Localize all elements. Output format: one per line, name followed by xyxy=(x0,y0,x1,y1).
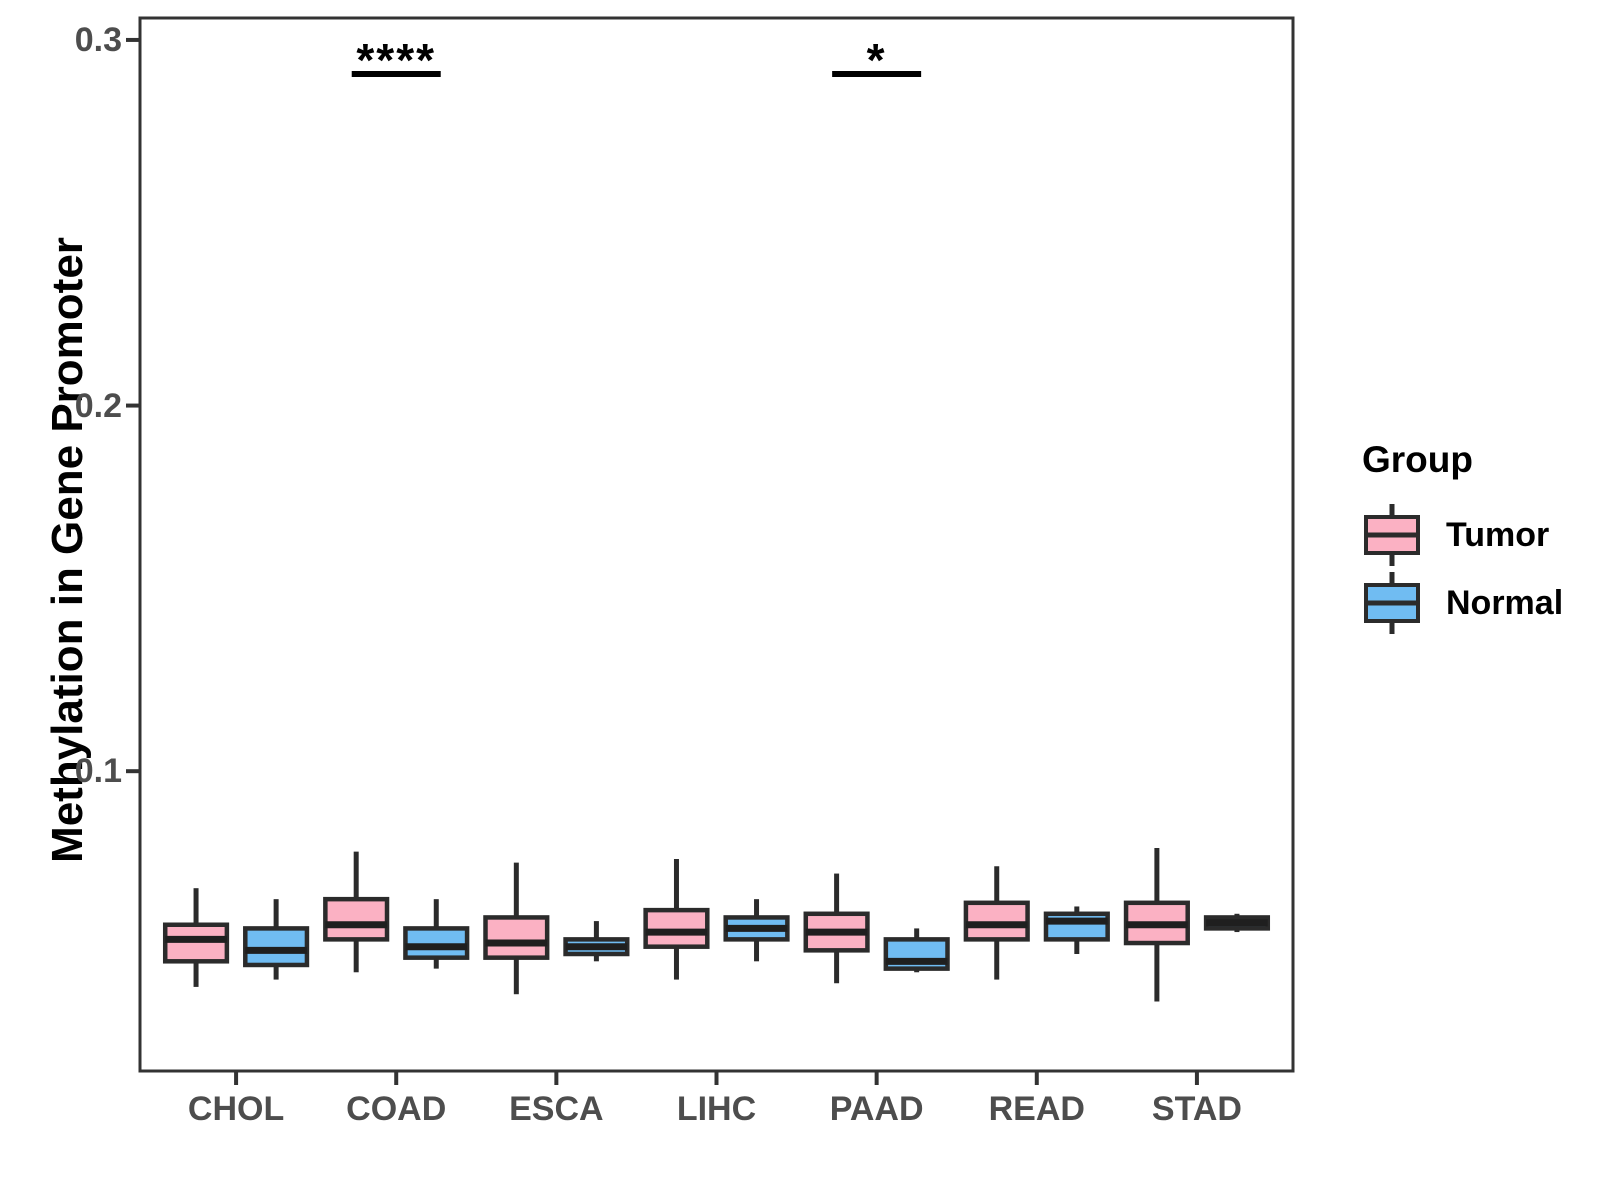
y-tick-label-0.3: 0.3 xyxy=(74,20,122,59)
box-normal-coad xyxy=(403,926,470,960)
significance-bar xyxy=(351,71,441,77)
box-tumor-lihc xyxy=(643,907,710,949)
significance-bar xyxy=(832,71,922,77)
significance-stars-coad: **** xyxy=(356,34,437,86)
normal-boxplot-key-icon xyxy=(1364,572,1420,634)
x-tick-label-lihc: LIHC xyxy=(676,1090,757,1128)
x-tick-label-esca: ESCA xyxy=(509,1090,604,1128)
legend-item-tumor: Tumor xyxy=(1362,502,1563,568)
significance-star-paad: * xyxy=(866,34,887,86)
legend-title: Group xyxy=(1362,439,1473,480)
x-tick-label-read: READ xyxy=(988,1090,1085,1128)
x-tick-label-stad: STAD xyxy=(1151,1090,1242,1128)
legend-label-normal: Normal xyxy=(1446,583,1564,622)
box-tumor-coad xyxy=(323,896,390,942)
legend-item-normal: Normal xyxy=(1362,570,1563,636)
panel-border xyxy=(138,16,1295,1073)
x-tick-label-coad: COAD xyxy=(346,1090,447,1128)
box-tumor-chol xyxy=(162,922,230,964)
x-tick-label-chol: CHOL xyxy=(187,1090,285,1128)
legend: Group Tumor Normal xyxy=(1362,438,1563,638)
legend-label-tumor: Tumor xyxy=(1446,515,1550,554)
tumor-boxplot-key-icon xyxy=(1364,504,1420,566)
box-tumor-read xyxy=(963,900,1030,942)
box-tumor-esca xyxy=(483,915,550,960)
y-tick-label-0.1: 0.1 xyxy=(74,752,122,791)
y-axis-title: Methylation in Gene Promoter xyxy=(43,237,92,863)
box-normal-chol xyxy=(243,926,310,968)
x-tick-label-paad: PAAD xyxy=(829,1090,924,1128)
y-tick-label-0.2: 0.2 xyxy=(74,386,122,425)
